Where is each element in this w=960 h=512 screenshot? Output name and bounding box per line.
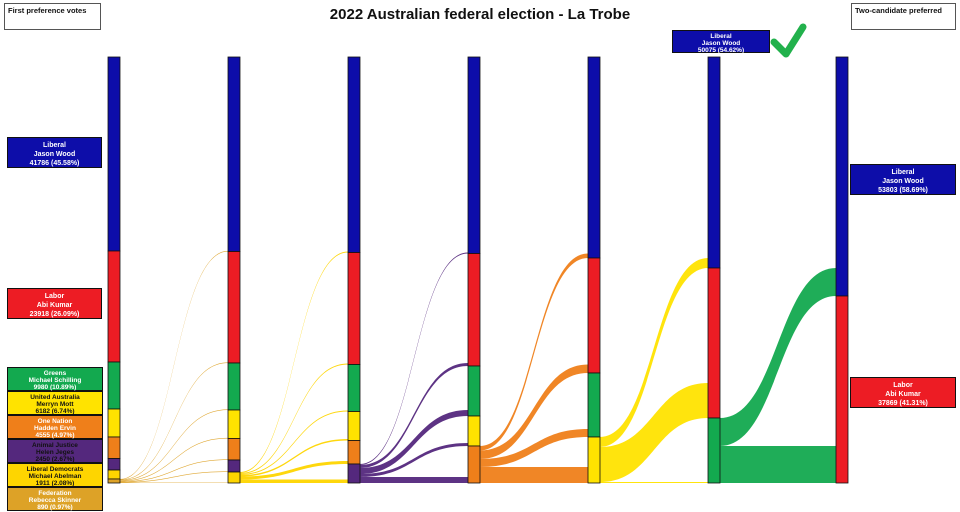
vote-result: 890 (0.97%) — [37, 504, 73, 512]
label-first-pref-liberal-democrats: Liberal Democrats Michael Abelman 1911 (… — [7, 463, 103, 487]
vote-result: 53803 (58.69%) — [878, 186, 928, 194]
label-first-pref-federation: Federation Rebecca Skinner 890 (0.97%) — [7, 487, 103, 511]
party-name: Animal Justice — [32, 441, 78, 449]
vote-result: 9980 (10.89%) — [33, 384, 77, 392]
party-name: Liberal — [710, 32, 732, 40]
party-name: Labor — [893, 381, 913, 389]
candidate-name: Michael Abelman — [28, 472, 82, 480]
vote-result: 37869 (41.31%) — [878, 399, 928, 407]
candidate-name: Jason Wood — [33, 150, 76, 158]
label-first-pref-greens: Greens Michael Schilling 9980 (10.89%) — [7, 367, 103, 391]
candidate-name: Helen Jeges — [36, 448, 74, 456]
vote-result: 6182 (6.74%) — [35, 408, 75, 416]
candidate-name: Hadden Ervin — [34, 424, 76, 432]
label-tcp-liberal: Liberal Jason Wood 53803 (58.69%) — [850, 164, 956, 195]
candidate-name: Michael Schilling — [28, 376, 82, 384]
party-name: Liberal Democrats — [26, 465, 84, 473]
label-first-pref-one-nation: One Nation Hadden Ervin 4555 (4.97%) — [7, 415, 103, 439]
vote-result: 23918 (26.09%) — [29, 310, 80, 318]
label-first-pref-animal-justice: Animal Justice Helen Jeges 2450 (2.67%) — [7, 439, 103, 463]
candidate-name: Jason Wood — [882, 177, 924, 185]
party-name: Liberal — [891, 168, 915, 176]
vote-result: 4555 (4.97%) — [35, 432, 75, 440]
candidate-name: Abi Kumar — [36, 301, 73, 309]
first-preference-votes-label: First preference votes — [4, 3, 101, 30]
winner-label: Liberal Jason Wood 50075 (54.62%) — [672, 30, 770, 55]
party-name: United Australia — [30, 393, 80, 401]
two-candidate-preferred-label: Two-candidate preferred — [851, 3, 956, 30]
candidate-name: Jason Wood — [701, 39, 741, 47]
label-first-pref-labor: Labor Abi Kumar 23918 (26.09%) — [7, 288, 102, 319]
vote-result: 41786 (45.58%) — [29, 159, 80, 167]
label-tcp-labor: Labor Abi Kumar 37869 (41.31%) — [850, 377, 956, 408]
party-name: One Nation — [37, 417, 73, 425]
label-first-pref-united-australia: United Australia Merryn Mott 6182 (6.74%… — [7, 391, 103, 415]
party-name: Greens — [43, 369, 67, 377]
party-name: Federation — [38, 489, 72, 497]
candidate-name: Abi Kumar — [885, 390, 921, 398]
party-name: Labor — [44, 292, 65, 300]
party-name: Liberal — [43, 141, 66, 149]
candidate-name: Merryn Mott — [36, 400, 74, 408]
winner-check-icon — [770, 23, 807, 58]
vote-result: 1911 (2.08%) — [35, 480, 75, 488]
candidate-name: Rebecca Skinner — [28, 496, 82, 504]
vote-result: 50075 (54.62%) — [697, 47, 745, 55]
label-first-pref-liberal: Liberal Jason Wood 41786 (45.58%) — [7, 137, 102, 168]
chart-title: 2022 Australian federal election - La Tr… — [329, 6, 631, 23]
vote-result: 2450 (2.67%) — [35, 456, 75, 464]
